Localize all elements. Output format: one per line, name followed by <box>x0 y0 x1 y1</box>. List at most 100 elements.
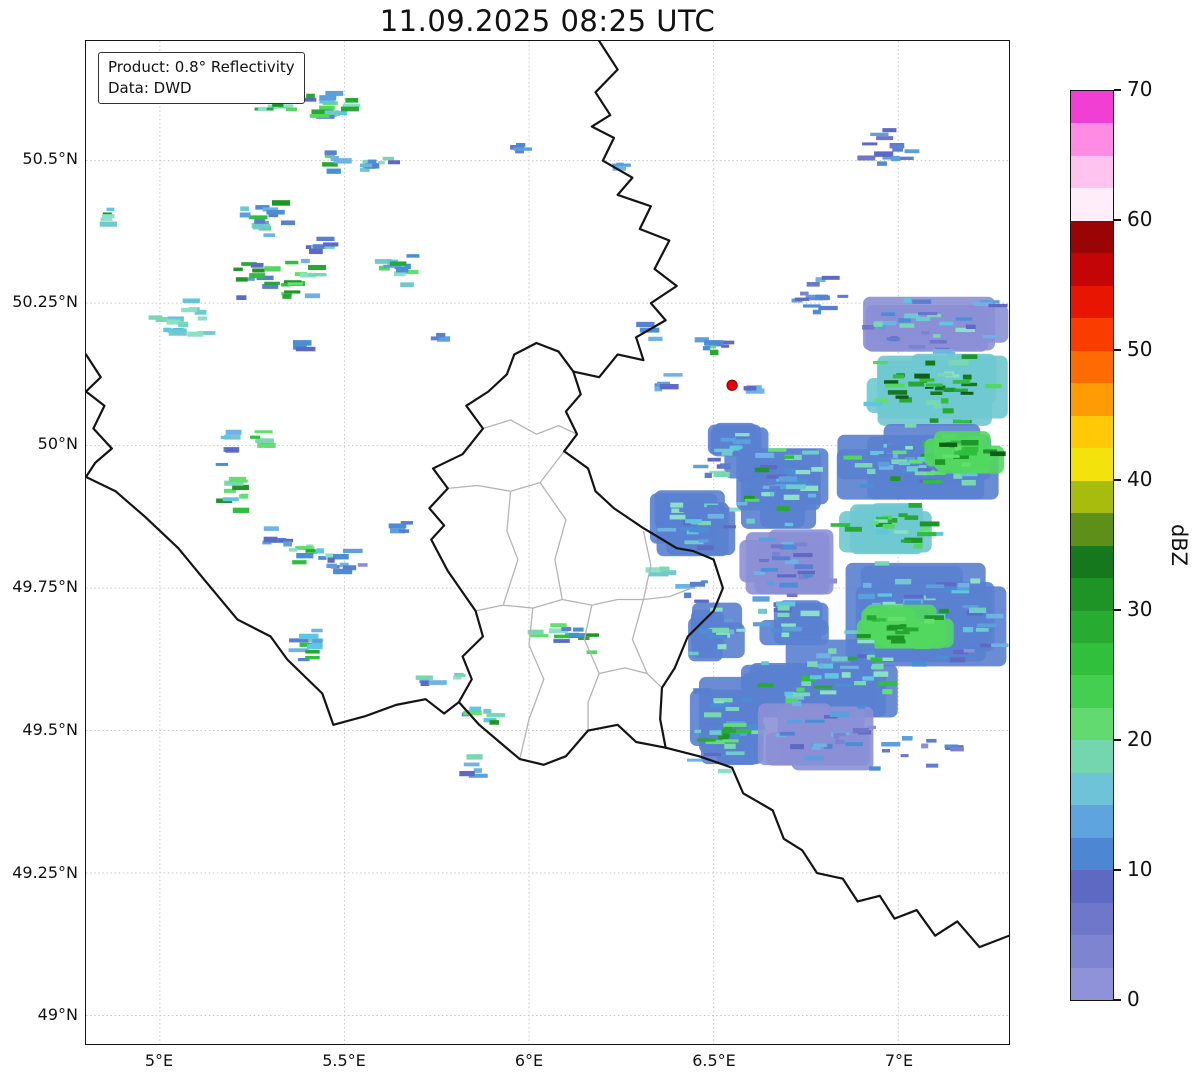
radar-echo <box>895 395 909 399</box>
radar-echo <box>839 736 847 740</box>
radar-echo <box>794 469 811 475</box>
radar-echo <box>377 161 385 165</box>
radar-echo <box>400 521 413 525</box>
radar-echo <box>679 508 689 513</box>
radar-echo <box>240 206 250 211</box>
radar-echo <box>779 582 798 588</box>
radar-echo <box>794 542 808 547</box>
radar-echo <box>784 559 799 565</box>
radar-echo <box>802 675 815 682</box>
radar-echo <box>949 657 966 663</box>
country-border <box>572 41 678 379</box>
radar-echo <box>263 536 278 543</box>
radar-echo <box>913 543 923 549</box>
country-border <box>428 341 725 766</box>
radar-echo <box>888 624 907 630</box>
colorbar-segment <box>1071 123 1113 156</box>
radar-echo <box>272 102 284 107</box>
radar-echo <box>339 562 349 568</box>
radar-echo <box>925 763 939 768</box>
radar-echo <box>794 297 810 301</box>
y-tick-label: 50.25°N <box>12 291 78 311</box>
radar-echo <box>746 724 765 730</box>
x-tick-label: 6°E <box>514 1051 544 1070</box>
radar-echo <box>813 685 833 689</box>
radar-echo <box>420 680 430 687</box>
radar-echo <box>720 733 741 739</box>
radar-echo <box>961 354 978 359</box>
radar-echo <box>903 298 912 303</box>
radar-echo <box>803 304 821 308</box>
radar-echo <box>882 128 897 133</box>
radar-echo <box>882 689 893 695</box>
radar-echo <box>723 723 733 728</box>
radar-echo <box>280 220 296 226</box>
radar-echo <box>257 106 267 111</box>
radar-echo <box>979 643 992 648</box>
radar-echo <box>870 450 884 456</box>
radar-echo <box>236 295 247 300</box>
radar-echo <box>877 593 893 597</box>
radar-echo <box>917 468 932 472</box>
radar-echo <box>527 629 544 635</box>
regional-border <box>447 450 565 492</box>
radar-echo <box>250 262 264 268</box>
colorbar-segment <box>1071 318 1113 351</box>
radar-echo <box>892 374 905 379</box>
radar-echo <box>178 321 189 328</box>
radar-echo <box>845 735 863 739</box>
radar-echo <box>803 574 813 578</box>
radar-echo <box>168 330 187 336</box>
colorbar-segment <box>1071 740 1113 773</box>
radar-echo <box>333 158 352 164</box>
colorbar-segment <box>1071 513 1113 546</box>
radar-echo <box>986 613 1004 619</box>
radar-echo <box>225 447 239 453</box>
radar-echo <box>813 743 827 747</box>
radar-echo <box>453 675 462 680</box>
radar-echo <box>263 526 279 531</box>
radar-echo <box>901 736 913 741</box>
radar-echo <box>718 768 732 774</box>
radar-echo <box>924 615 945 620</box>
radar-echo <box>732 729 752 733</box>
radar-echo <box>345 97 359 103</box>
radar-echo <box>814 664 825 668</box>
radar-echo <box>758 537 777 542</box>
radar-echo <box>961 479 976 486</box>
radar-echo <box>818 305 838 311</box>
radar-echo <box>793 553 813 558</box>
radar-echo <box>220 435 232 440</box>
radar-echo <box>904 537 923 543</box>
radar-echo <box>723 525 736 529</box>
radar-echo <box>249 273 266 279</box>
radar-echo <box>955 317 973 321</box>
radar-echo <box>988 643 1009 647</box>
radar-echo <box>657 527 677 532</box>
radar-echo <box>215 462 229 466</box>
radar-echo <box>950 440 965 444</box>
radar-echo <box>777 574 797 578</box>
radar-echo <box>881 748 891 753</box>
radar-echo <box>278 538 294 543</box>
radar-echo <box>807 493 817 498</box>
radar-echo <box>415 675 433 680</box>
radar-echo <box>703 721 723 726</box>
radar-echo <box>882 524 895 529</box>
radar-echo <box>761 661 769 666</box>
radar-echo <box>659 566 670 572</box>
radar-echo <box>795 482 812 486</box>
radar-echo <box>926 471 946 475</box>
radar-echo <box>99 221 117 227</box>
radar-echo <box>904 515 919 520</box>
radar-echo <box>939 442 958 447</box>
radar-echo <box>268 213 279 218</box>
radar-echo <box>881 742 901 747</box>
colorbar-tick <box>1114 349 1121 351</box>
radar-echo <box>289 638 309 643</box>
colorbar-segment <box>1071 545 1113 579</box>
radar-echo <box>953 649 968 655</box>
radar-echo <box>890 476 901 481</box>
radar-echo <box>550 623 567 628</box>
radar-echo <box>904 600 922 604</box>
